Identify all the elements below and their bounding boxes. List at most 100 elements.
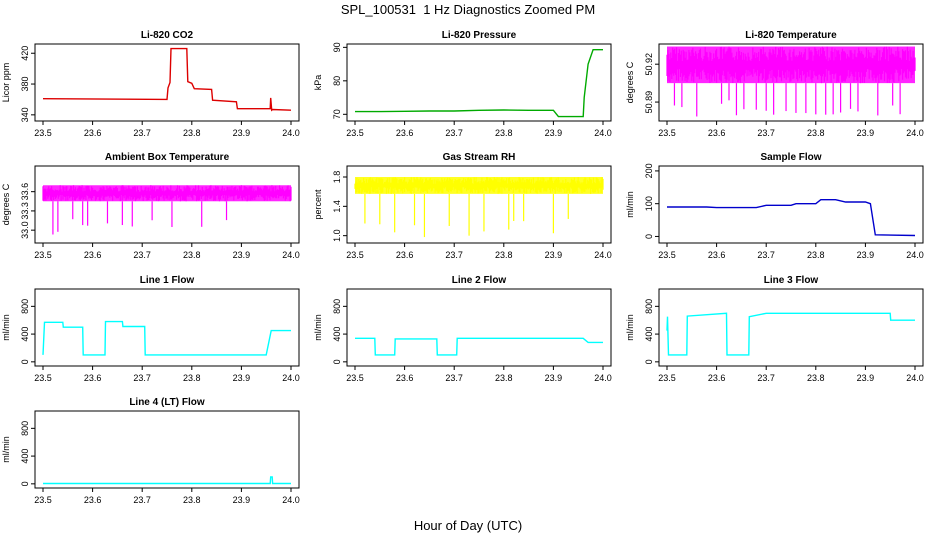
x-tick-label: 23.9 bbox=[857, 250, 875, 260]
series-line bbox=[43, 476, 291, 485]
y-tick-label: 50.92 bbox=[644, 53, 654, 76]
x-tick-label: 23.6 bbox=[708, 373, 726, 383]
y-axis-label: percent bbox=[313, 189, 323, 220]
x-tick-label: 24.0 bbox=[282, 495, 300, 505]
data-layer bbox=[666, 46, 916, 117]
x-tick-label: 23.9 bbox=[857, 128, 875, 138]
y-axis-label: Licor ppm bbox=[1, 63, 11, 103]
x-tick-label: 23.5 bbox=[34, 128, 52, 138]
x-tick-label: 23.5 bbox=[34, 495, 52, 505]
y-tick-label: 340 bbox=[20, 107, 30, 122]
x-tick-label: 23.9 bbox=[233, 495, 251, 505]
x-tick-label: 23.5 bbox=[34, 373, 52, 383]
y-tick-label: 80 bbox=[332, 76, 342, 86]
x-tick-label: 23.6 bbox=[84, 250, 102, 260]
x-tick-label: 23.5 bbox=[658, 128, 676, 138]
x-tick-label: 23.8 bbox=[183, 495, 201, 505]
series-line bbox=[666, 312, 915, 356]
x-tick-label: 23.5 bbox=[346, 373, 364, 383]
y-axis-label: degrees C bbox=[1, 183, 11, 225]
y-axis-label: ml/min bbox=[313, 314, 323, 341]
chart-panel-2: Li-820 Pressure kPa 23.5 23.6 23.7 23.8 23.9 24… bbox=[313, 30, 612, 138]
band-fill bbox=[667, 46, 915, 84]
chart-title: Line 2 Flow bbox=[452, 275, 507, 286]
y-tick-label: 380 bbox=[20, 77, 30, 92]
data-layer bbox=[666, 312, 915, 356]
y-tick-label: 800 bbox=[20, 299, 30, 314]
x-tick-label: 23.8 bbox=[495, 373, 513, 383]
chart-panel-1: Li-820 CO2 Licor ppm 23.5 23.6 23.7 23.8 23.9 2… bbox=[1, 30, 300, 138]
chart-title: Ambient Box Temperature bbox=[105, 152, 230, 163]
y-tick-label: 1.0 bbox=[332, 229, 342, 242]
series-line bbox=[667, 198, 916, 237]
x-tick-label: 24.0 bbox=[594, 128, 612, 138]
x-tick-label: 23.9 bbox=[545, 250, 563, 260]
x-tick-label: 23.6 bbox=[396, 250, 414, 260]
x-tick-label: 24.0 bbox=[282, 250, 300, 260]
x-tick-label: 23.8 bbox=[183, 373, 201, 383]
band-fill bbox=[355, 177, 603, 194]
chart-title: Li-820 Pressure bbox=[442, 30, 517, 41]
data-layer bbox=[43, 476, 291, 485]
data-layer bbox=[42, 185, 292, 235]
y-tick-label: 400 bbox=[20, 449, 30, 464]
x-tick-label: 23.7 bbox=[757, 373, 775, 383]
x-tick-label: 23.6 bbox=[84, 373, 102, 383]
y-tick-label: 200 bbox=[644, 163, 654, 178]
y-tick-label: 400 bbox=[644, 327, 654, 342]
x-tick-label: 23.5 bbox=[346, 128, 364, 138]
x-tick-label: 23.5 bbox=[658, 373, 676, 383]
x-tick-label: 24.0 bbox=[594, 250, 612, 260]
y-axis-label: degrees C bbox=[625, 61, 635, 103]
chart-title: Line 4 (LT) Flow bbox=[129, 397, 205, 408]
chart-title: Li-820 CO2 bbox=[141, 30, 194, 41]
x-tick-label: 23.7 bbox=[133, 250, 151, 260]
x-tick-label: 23.7 bbox=[757, 128, 775, 138]
x-tick-label: 23.8 bbox=[495, 250, 513, 260]
plot-frame bbox=[658, 165, 924, 244]
x-tick-label: 23.7 bbox=[133, 373, 151, 383]
chart-title: Line 3 Flow bbox=[764, 275, 819, 286]
y-axis-label: ml/min bbox=[625, 314, 635, 341]
plot-frame bbox=[346, 43, 612, 122]
chart-panel-6: Sample Flow ml/min 23.5 23.6 23.7 23.8 23.9 24.… bbox=[625, 152, 924, 260]
x-tick-label: 23.6 bbox=[708, 128, 726, 138]
y-tick-label: 400 bbox=[332, 327, 342, 342]
chart-panel-9: Line 3 Flow ml/min 23.5 23.6 23.7 23.8 23.9 24.… bbox=[625, 275, 924, 383]
x-tick-label: 24.0 bbox=[594, 373, 612, 383]
x-tick-label: 23.5 bbox=[346, 250, 364, 260]
data-layer bbox=[355, 49, 603, 118]
y-tick-label: 90 bbox=[332, 42, 342, 52]
y-axis-label: kPa bbox=[313, 75, 323, 91]
y-axis-label: ml/min bbox=[1, 314, 11, 341]
y-tick-label: 1.8 bbox=[332, 171, 342, 184]
x-tick-label: 23.8 bbox=[807, 250, 825, 260]
x-tick-label: 23.8 bbox=[495, 128, 513, 138]
y-tick-label: 0 bbox=[332, 359, 342, 364]
x-tick-label: 23.9 bbox=[233, 128, 251, 138]
series-line bbox=[355, 49, 603, 118]
x-tick-label: 24.0 bbox=[906, 373, 924, 383]
page-title: SPL_100531 1 Hz Diagnostics Zoomed PM bbox=[340, 2, 596, 17]
y-tick-label: 800 bbox=[332, 299, 342, 314]
x-tick-label: 23.6 bbox=[84, 128, 102, 138]
y-tick-label: 420 bbox=[20, 46, 30, 61]
x-tick-label: 23.9 bbox=[545, 128, 563, 138]
x-tick-label: 23.8 bbox=[807, 373, 825, 383]
x-tick-label: 23.7 bbox=[445, 250, 463, 260]
x-tick-label: 23.9 bbox=[545, 373, 563, 383]
x-tick-label: 24.0 bbox=[906, 250, 924, 260]
x-tick-label: 23.8 bbox=[807, 128, 825, 138]
data-layer bbox=[42, 320, 291, 356]
chart-title: Li-820 Temperature bbox=[745, 30, 837, 41]
x-tick-label: 24.0 bbox=[282, 373, 300, 383]
y-tick-label: 0 bbox=[644, 359, 654, 364]
y-tick-label: 1.4 bbox=[332, 200, 342, 213]
y-tick-label: 0 bbox=[20, 481, 30, 486]
data-layer bbox=[42, 47, 292, 112]
x-tick-label: 24.0 bbox=[282, 128, 300, 138]
y-tick-label: 100 bbox=[644, 196, 654, 211]
y-tick-label: 70 bbox=[332, 109, 342, 119]
chart-title: Sample Flow bbox=[760, 152, 821, 163]
y-tick-label: 0 bbox=[644, 234, 654, 239]
